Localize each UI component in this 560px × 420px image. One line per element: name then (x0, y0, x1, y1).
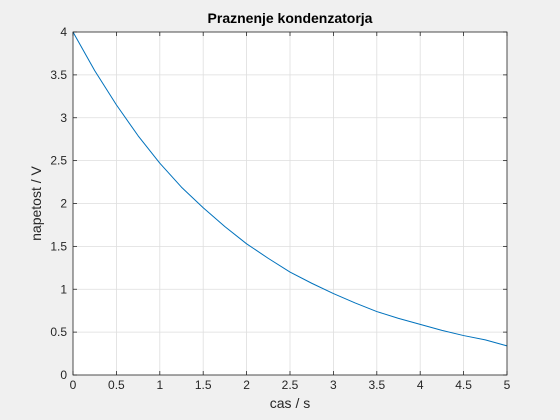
x-tick-label: 4.5 (455, 378, 472, 392)
x-tick-label: 1.5 (195, 378, 212, 392)
y-tick-label: 0 (60, 368, 67, 382)
chart-title: Praznenje kondenzatorja (208, 10, 373, 26)
x-tick-label: 2 (243, 378, 250, 392)
x-tick-label: 0.5 (108, 378, 125, 392)
x-tick-label: 2.5 (282, 378, 299, 392)
x-tick-label: 1 (156, 378, 163, 392)
series-layer (72, 31, 508, 347)
series-line (72, 31, 508, 347)
y-tick-label: 3.5 (50, 68, 67, 82)
y-tick-label: 2 (60, 197, 67, 211)
y-tick-label: 4 (60, 25, 67, 39)
x-axis-title: cas / s (270, 395, 310, 411)
y-tick-label: 1 (60, 282, 67, 296)
y-axis-title: napetost / V (28, 165, 44, 240)
x-tick-label: 3 (330, 378, 337, 392)
y-tick-label: 1.5 (50, 239, 67, 253)
y-tick-label: 0.5 (50, 325, 67, 339)
x-tick-label: 3.5 (368, 378, 385, 392)
y-tick-label: 3 (60, 111, 67, 125)
x-tick-label: 5 (504, 378, 511, 392)
x-tick-label: 4 (417, 378, 424, 392)
x-tick-label: 0 (70, 378, 77, 392)
ticks: 0 0.5 1 1.5 2 2.5 3 3.5 4 4.5 5 0 0.5 1 1.5 2 2.5 3 3.5 4 (50, 25, 510, 392)
y-tick-label: 2.5 (50, 154, 67, 168)
